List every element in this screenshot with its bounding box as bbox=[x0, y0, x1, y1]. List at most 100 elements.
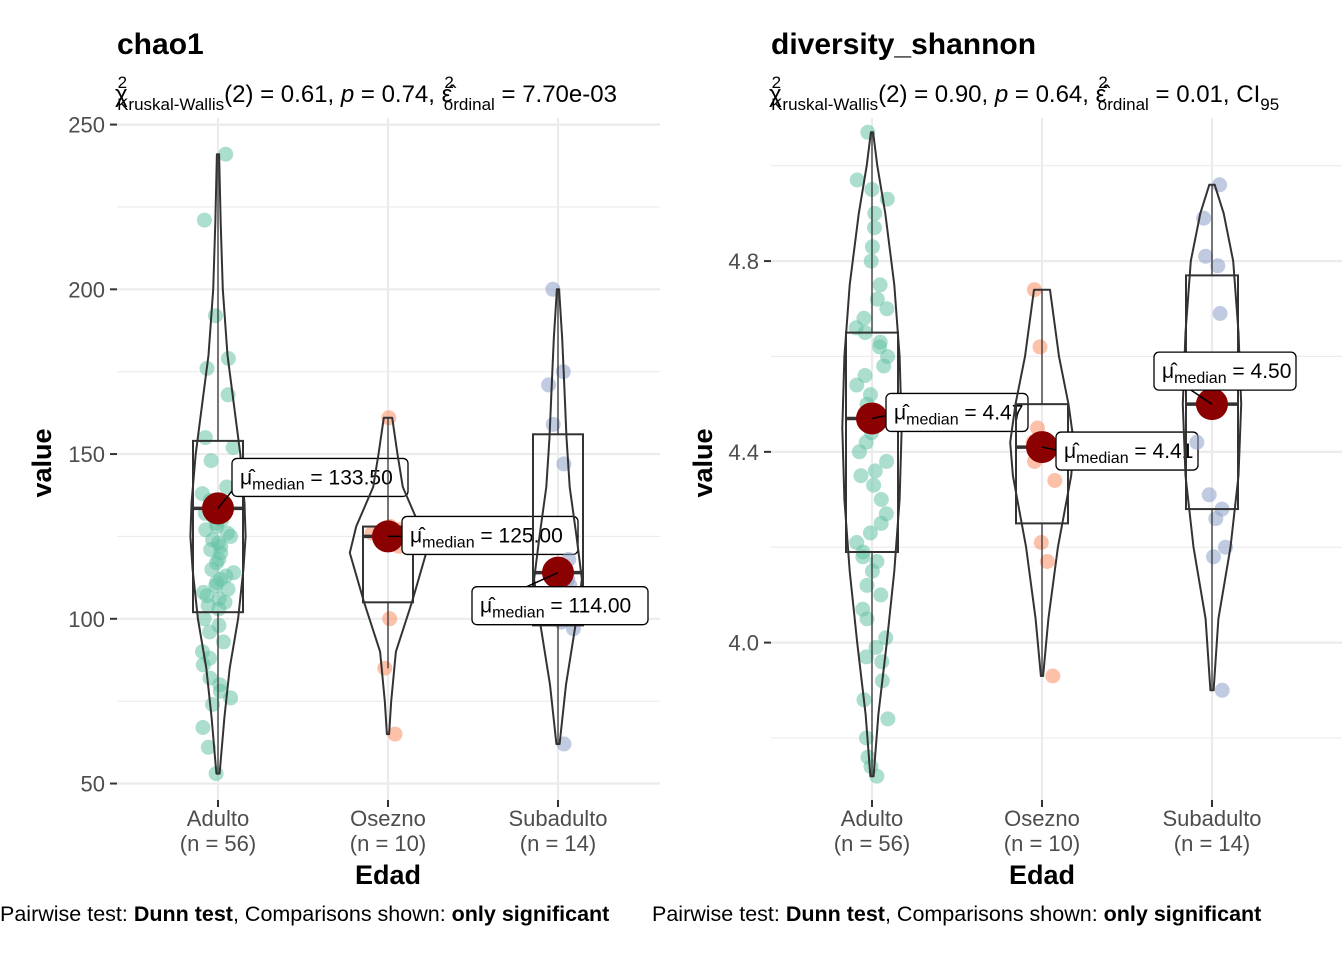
box-iqr bbox=[192, 439, 244, 614]
data-point bbox=[862, 525, 878, 541]
x-category-label: Adulto bbox=[187, 806, 249, 831]
y-tick-label: 100 bbox=[68, 607, 105, 632]
data-point bbox=[873, 515, 889, 531]
caption-text: Pairwise test: Dunn test, Comparisons sh… bbox=[0, 902, 609, 926]
data-point bbox=[197, 430, 213, 446]
median-label-box bbox=[1153, 351, 1297, 391]
epsilon-subscript: ordinal bbox=[1098, 95, 1149, 114]
median-label-box bbox=[471, 586, 649, 626]
data-point bbox=[1032, 339, 1048, 355]
data-point bbox=[200, 739, 216, 755]
mu-hat: μ̂ bbox=[1064, 440, 1080, 463]
data-point bbox=[382, 611, 398, 627]
data-point bbox=[195, 720, 211, 735]
median-label-box bbox=[885, 392, 1029, 433]
ci-subscript: 95 bbox=[1260, 95, 1279, 114]
p-text: = 0.74, bbox=[354, 81, 441, 108]
caption-text: Pairwise test: Dunn test, Comparisons sh… bbox=[652, 902, 1261, 926]
data-point bbox=[215, 634, 231, 650]
caption-part: Pairwise test: bbox=[652, 902, 786, 926]
violin-outline bbox=[1009, 288, 1075, 677]
median-label: μ̂median = 133.50 bbox=[217, 457, 409, 509]
data-point bbox=[202, 624, 218, 640]
group-Adulto: μ̂median = 4.47 bbox=[841, 124, 1029, 784]
group-Subadulto: μ̂median = 4.50 bbox=[1153, 177, 1297, 698]
group-Subadulto: μ̂median = 114.00 bbox=[471, 281, 649, 752]
data-point bbox=[208, 578, 224, 594]
median-label: μ̂median = 4.50 bbox=[1153, 351, 1297, 405]
chi-symbol: χ bbox=[769, 81, 782, 108]
median-label-box bbox=[1055, 431, 1199, 471]
chart-title: diversity_shannon bbox=[771, 28, 1036, 61]
subtitle-text: χ2 Kruskal-Wallis(2) = 0.90, p = 0.64, ε̂… bbox=[769, 73, 1279, 114]
data-point bbox=[849, 172, 865, 188]
x-axis-label: Edad bbox=[355, 860, 421, 890]
epsilon-text: = 0.01, CI bbox=[1149, 81, 1260, 108]
data-point bbox=[866, 477, 882, 493]
data-point bbox=[851, 444, 867, 460]
data-point bbox=[874, 654, 890, 670]
data-point bbox=[849, 377, 865, 393]
data-point bbox=[859, 611, 875, 627]
violin-outline bbox=[348, 416, 428, 736]
x-category-label: Adulto bbox=[841, 806, 903, 831]
box-iqr bbox=[532, 433, 584, 627]
mu-hat: μ̂ bbox=[894, 401, 910, 424]
chi-subscript: Kruskal-Wallis bbox=[117, 95, 224, 114]
median-label-text: μ̂median = 133.50 bbox=[240, 466, 393, 493]
data-point bbox=[541, 377, 557, 393]
median-value: = 114.00 bbox=[545, 595, 632, 618]
data-point bbox=[1210, 258, 1226, 274]
data-point bbox=[873, 492, 889, 507]
group-Osezno: μ̂median = 4.41 bbox=[1009, 282, 1199, 684]
data-point bbox=[1045, 668, 1061, 684]
data-point bbox=[219, 479, 235, 495]
data-point bbox=[204, 561, 220, 577]
data-point bbox=[1212, 306, 1228, 321]
median-label: μ̂median = 4.47 bbox=[871, 392, 1029, 433]
mu-hat: μ̂ bbox=[480, 595, 496, 618]
data-point bbox=[1189, 434, 1205, 450]
x-category-n: (n = 10) bbox=[350, 831, 426, 856]
epsilon-superscript: 2 bbox=[444, 73, 453, 92]
caption-test-name: Dunn test bbox=[786, 902, 885, 926]
data-point bbox=[880, 711, 896, 727]
data-point bbox=[853, 468, 869, 484]
median-value: = 4.47 bbox=[959, 401, 1024, 424]
x-category-n: (n = 14) bbox=[520, 831, 596, 856]
y-axis-label: value bbox=[27, 428, 57, 497]
x-category-n: (n = 56) bbox=[180, 831, 256, 856]
median-subscript: median bbox=[252, 476, 304, 493]
data-point bbox=[1214, 682, 1230, 698]
data-point bbox=[867, 205, 883, 221]
subtitle-text: χ2 Kruskal-Wallis(2) = 0.61, p = 0.74, ε̂… bbox=[115, 73, 617, 114]
epsilon-superscript: 2 bbox=[1098, 73, 1107, 92]
data-point bbox=[867, 463, 883, 479]
median-label: μ̂median = 114.00 bbox=[471, 571, 649, 626]
chart-subtitle: χ2 Kruskal-Wallis(2) = 0.90, p = 0.64, ε̂… bbox=[769, 73, 1279, 114]
caption-test-name: Dunn test bbox=[134, 902, 233, 926]
data-point bbox=[869, 291, 885, 307]
data-point bbox=[195, 657, 211, 673]
y-tick-label: 200 bbox=[68, 277, 105, 302]
stat-text: (2) = 0.61, bbox=[224, 81, 341, 108]
median-subscript: median bbox=[1076, 450, 1128, 467]
chi-symbol: χ bbox=[115, 81, 128, 108]
caption-part: Pairwise test: bbox=[0, 902, 134, 926]
chart-subtitle: χ2 Kruskal-Wallis(2) = 0.61, p = 0.74, ε̂… bbox=[115, 73, 617, 114]
median-subscript: median bbox=[906, 411, 958, 428]
x-axis-label: Edad bbox=[1009, 860, 1075, 890]
y-axis-label: value bbox=[688, 428, 718, 497]
median-value: = 133.50 bbox=[305, 466, 393, 489]
data-point bbox=[203, 453, 219, 469]
chi-superscript: 2 bbox=[772, 73, 781, 92]
data-point bbox=[1208, 511, 1224, 527]
x-category-label: Osezno bbox=[1004, 806, 1080, 831]
box-iqr bbox=[845, 331, 899, 553]
data-point bbox=[876, 358, 892, 374]
data-point bbox=[878, 630, 894, 646]
violin-outline bbox=[841, 131, 903, 778]
data-point bbox=[387, 726, 403, 742]
